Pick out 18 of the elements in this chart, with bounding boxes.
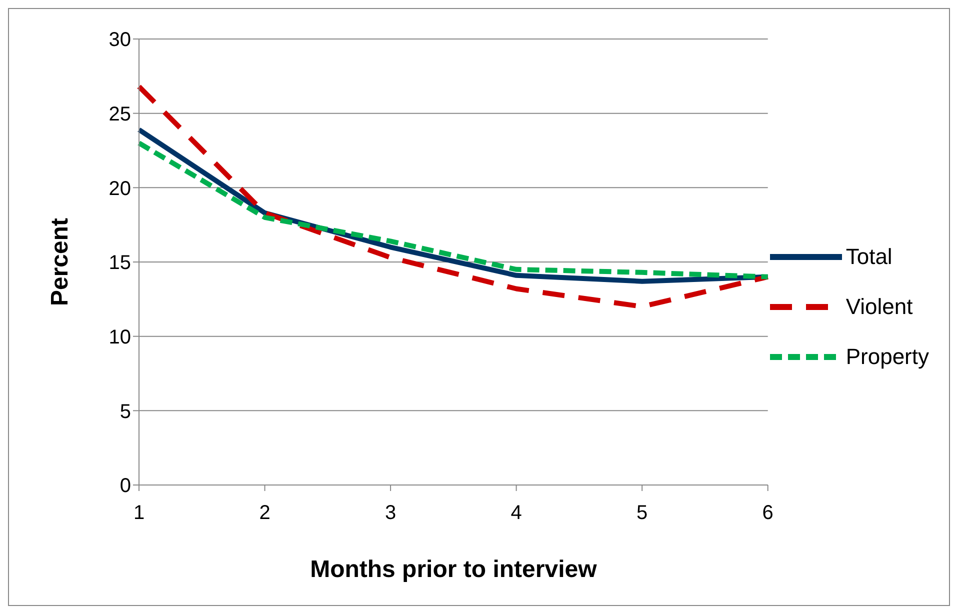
x-tick-label: 2: [259, 502, 270, 524]
y-axis-title: Percent: [46, 218, 74, 306]
y-tick-label: 25: [108, 103, 131, 126]
y-tick-label: 20: [108, 178, 131, 200]
y-tick-label: 0: [120, 475, 131, 498]
y-tick-label: 5: [120, 400, 131, 423]
x-tick-label: 1: [133, 502, 145, 524]
x-axis-title: Months prior to interview: [310, 556, 598, 583]
legend-label: Violent: [846, 294, 913, 320]
x-tick-label: 5: [636, 502, 648, 524]
y-tick-label: 30: [108, 29, 131, 52]
y-tick-label: 10: [108, 326, 131, 348]
x-tick-label: 4: [510, 502, 522, 524]
x-tick-label: 6: [762, 502, 774, 524]
y-tick-label: 15: [108, 252, 131, 274]
x-tick-label: 3: [384, 502, 396, 524]
legend-label: Property: [846, 344, 929, 370]
legend-label: Total: [846, 244, 892, 270]
